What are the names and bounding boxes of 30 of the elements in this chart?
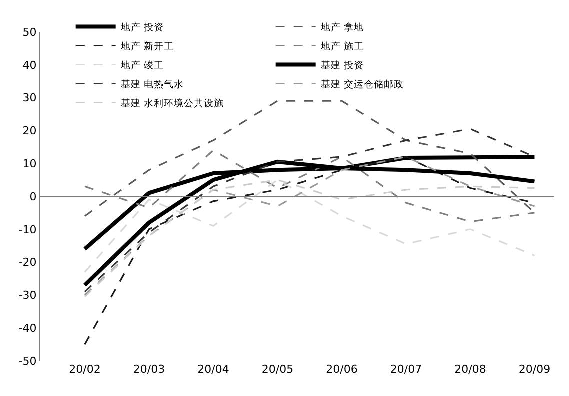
y-tick-label: 0 bbox=[30, 190, 37, 204]
legend-label: 基建 水利环境公共设施 bbox=[120, 97, 224, 110]
x-tick-label: 20/06 bbox=[326, 363, 358, 376]
y-tick-label: -30 bbox=[18, 289, 37, 302]
x-tick-label: 20/02 bbox=[69, 363, 101, 376]
y-tick-label: 40 bbox=[22, 58, 37, 72]
x-tick-label: 20/07 bbox=[390, 363, 422, 376]
x-tick-label: 20/08 bbox=[454, 363, 486, 376]
legend-label: 地产 竣工 bbox=[120, 59, 164, 72]
legend-label: 基建 投资 bbox=[320, 59, 364, 72]
y-tick-label: -10 bbox=[18, 223, 37, 236]
line-series bbox=[84, 179, 536, 298]
line-series bbox=[84, 179, 536, 273]
y-tick-label: -20 bbox=[18, 256, 37, 270]
legend-label: 地产 拿地 bbox=[320, 21, 364, 34]
legend-label: 基建 交运仓储邮政 bbox=[320, 78, 404, 90]
x-tick-label: 20/04 bbox=[198, 363, 230, 376]
x-tick-label: 20/09 bbox=[518, 363, 551, 376]
y-tick-label: 50 bbox=[22, 26, 37, 39]
x-tick-label: 20/05 bbox=[262, 363, 294, 376]
y-tick-label: 30 bbox=[22, 92, 37, 105]
y-tick-label: 10 bbox=[22, 157, 37, 170]
legend-label: 地产 新开工 bbox=[120, 40, 174, 52]
legend-label: 地产 施工 bbox=[320, 40, 364, 52]
x-tick-label: 20/03 bbox=[133, 363, 166, 376]
y-tick-label: 20 bbox=[22, 124, 37, 138]
y-tick-label: -40 bbox=[18, 322, 37, 335]
legend-label: 基建 电热气水 bbox=[120, 78, 184, 90]
y-tick-label: -50 bbox=[18, 354, 37, 368]
legend-label: 地产 投资 bbox=[120, 21, 164, 34]
